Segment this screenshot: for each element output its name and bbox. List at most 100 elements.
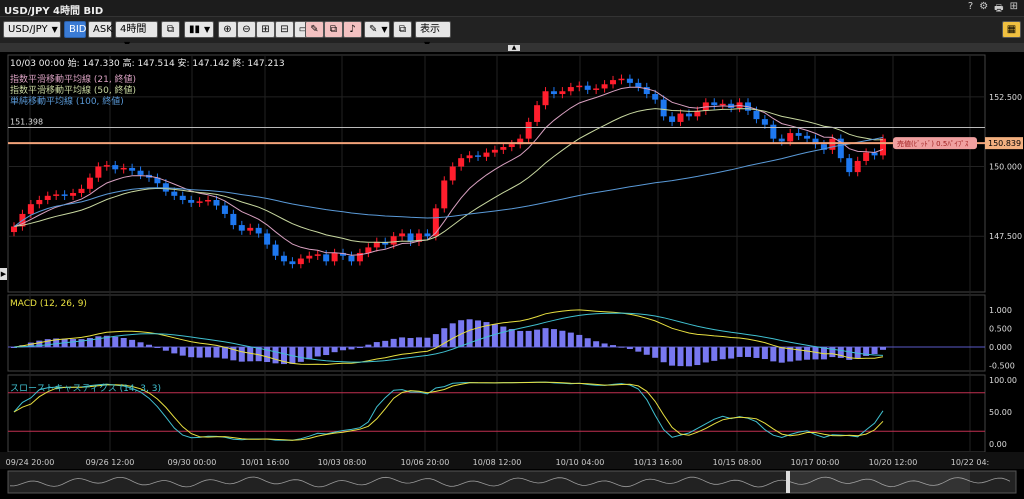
price-tick: 150.000: [989, 163, 1022, 172]
layout2-icon[interactable]: ⊟: [275, 21, 294, 38]
candle-body: [179, 195, 186, 200]
chart-type-select[interactable]: ▮▮ ▼: [184, 21, 214, 38]
window-copy-icon[interactable]: ⧉: [393, 21, 412, 38]
time-label: 10/22 04:: [951, 458, 989, 467]
period-select[interactable]: 4時間▼: [115, 21, 158, 49]
macd-hist-bar: [610, 345, 617, 347]
help-icon[interactable]: ?: [967, 1, 974, 12]
macd-hist-bar: [306, 347, 313, 360]
display-select[interactable]: 表示▼: [415, 21, 451, 49]
macd-hist-bar: [415, 337, 422, 347]
chevron-down-icon: ▼: [204, 25, 211, 34]
bid-button[interactable]: BID: [64, 21, 87, 38]
draw-tool2-icon[interactable]: ⧉: [324, 21, 343, 38]
macd-hist-bar: [247, 347, 254, 362]
pen-select[interactable]: ✎ ▼: [364, 21, 390, 38]
macd-hist-bar: [272, 347, 279, 364]
candle-body: [112, 165, 119, 170]
chevron-down-icon: ▼: [51, 25, 58, 34]
symbol-label: USD/JPY: [8, 24, 48, 35]
time-label: 10/20 12:00: [869, 458, 918, 467]
macd-hist-bar: [399, 337, 406, 347]
chart-area[interactable]: 09/24 20:00 09/26 12:00 09/30 00:00 10/01 1…: [0, 52, 1024, 499]
macd-hist-bar: [719, 347, 726, 360]
macd-hist-bar: [660, 347, 667, 363]
candle-body: [677, 113, 684, 122]
candle-body: [432, 208, 439, 237]
macd-hist-bar: [137, 342, 144, 347]
draw-tool-icon[interactable]: ✎: [305, 21, 324, 38]
candle-body: [669, 116, 676, 122]
candle-icon: ▮▮: [189, 24, 201, 35]
macd-hist-bar: [770, 347, 777, 362]
macd-hist-bar: [365, 344, 372, 347]
splitter[interactable]: ▲: [0, 44, 1024, 52]
macd-hist-bar: [314, 347, 321, 357]
candle-body: [44, 195, 51, 200]
macd-hist-bar: [550, 329, 557, 347]
candle-body: [331, 252, 338, 262]
candle-body: [365, 247, 372, 253]
macd-hist-bar: [567, 332, 574, 347]
candle-body: [120, 167, 127, 170]
expand-left-icon[interactable]: ▶: [0, 268, 7, 280]
candle-body: [297, 258, 304, 265]
candle-body: [508, 144, 515, 148]
candle-body: [247, 227, 254, 231]
legend-ema50: 指数平滑移動平均線 (50, 終値): [10, 86, 137, 96]
candle-body: [804, 135, 811, 139]
macd-hist-bar: [145, 344, 152, 347]
copy-icon[interactable]: ⧉: [161, 21, 180, 38]
stoch-tick: 100.00: [989, 376, 1017, 385]
toolbar: USD/JPY▼ BID ASK 4時間▼ ⧉ ▮▮▼ ⊕ ⊖ ⊞ ⊟ ▭ ✎ …: [0, 17, 1024, 49]
candle-body: [264, 233, 271, 245]
candle-body: [711, 102, 718, 106]
macd-hist-bar: [331, 347, 338, 353]
macd-hist-bar: [500, 326, 507, 347]
current-tag: [893, 137, 977, 150]
symbol-select[interactable]: USD/JPY ▼: [3, 21, 61, 38]
candle-body: [753, 110, 760, 120]
navigator-window: [790, 471, 970, 493]
candle-body: [323, 254, 330, 262]
macd-hist-bar: [711, 347, 718, 361]
macd-hist-bar: [449, 323, 456, 347]
macd-hist-bar: [736, 347, 743, 357]
ask-button[interactable]: ASK: [88, 21, 113, 38]
candle-body: [863, 152, 870, 161]
macd-hist-bar: [95, 336, 102, 347]
macd-label: MACD (12, 26, 9): [10, 299, 87, 309]
candle-body: [787, 133, 794, 142]
ema50-line: [13, 108, 884, 244]
zoom-in-icon[interactable]: ⊕: [218, 21, 237, 38]
macd-hist-bar: [86, 338, 93, 347]
macd-hist-bar: [820, 347, 827, 360]
macd-hist-bar: [36, 340, 43, 347]
time-label: 10/17 00:00: [791, 458, 840, 467]
candle-body: [306, 255, 313, 259]
window-icon[interactable]: ⊞: [1009, 1, 1018, 12]
layout-icon[interactable]: ⊞: [256, 21, 275, 38]
navigator-handle: [786, 471, 790, 493]
macd-hist-bar: [652, 347, 659, 358]
candle-body: [534, 105, 541, 122]
macd-hist-bar: [812, 347, 819, 360]
print-icon[interactable]: 🖶: [994, 3, 1004, 14]
ohlc-readout: 10/03 00:00 始: 147.330 高: 147.514 安: 147…: [10, 59, 285, 69]
candle-body: [880, 138, 886, 156]
zoom-out-icon[interactable]: ⊖: [237, 21, 256, 38]
macd-hist-bar: [120, 337, 127, 347]
candle-body: [205, 199, 212, 202]
candle-body: [770, 124, 777, 139]
splitter-handle[interactable]: ▲: [508, 45, 520, 51]
macd-hist-bar: [677, 347, 684, 367]
grid-settings-icon[interactable]: ▦: [1002, 21, 1021, 38]
macd-hist-bar: [382, 340, 389, 347]
macd-hist-bar: [340, 347, 347, 351]
macd-hist-bar: [179, 347, 186, 356]
candle-body: [95, 166, 102, 178]
draw-tool3-icon[interactable]: ♪: [343, 21, 362, 38]
gear-icon[interactable]: ⚙: [979, 1, 989, 12]
candle-body: [86, 177, 93, 189]
macd-hist-bar: [103, 335, 110, 347]
